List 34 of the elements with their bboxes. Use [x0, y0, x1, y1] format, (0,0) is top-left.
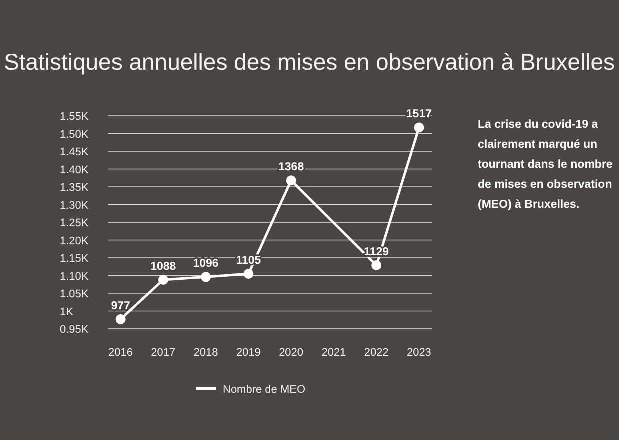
- y-tick-label: 1K: [60, 306, 74, 318]
- chart-title: Statistiques annuelles des mises en observation à Bruxelles: [4, 49, 616, 75]
- y-tick-label: 1.05K: [60, 288, 90, 300]
- x-tick-label: 2022: [364, 347, 389, 359]
- point: [372, 260, 382, 270]
- point: [158, 275, 168, 286]
- data-label: 1096: [193, 258, 219, 270]
- x-tick-label: 2020: [279, 347, 304, 359]
- data-label: 1088: [150, 261, 177, 274]
- point: [286, 176, 296, 186]
- text: La crise du covid-19 a clairement marqué un tournant dans le nombre de mises en observation (MEO) à Bruxelles.: [478, 119, 613, 211]
- point: [414, 122, 424, 133]
- y-tick-label: 1.40K: [60, 164, 90, 176]
- y-tick-label: 1.10K: [60, 270, 90, 283]
- y-tick-label: 1.35K: [60, 182, 90, 194]
- point: [116, 314, 126, 324]
- x-tick-label: 2019: [236, 347, 261, 359]
- y-tick-label: 1.45K: [60, 146, 90, 158]
- x-tick-label: 2023: [406, 347, 432, 359]
- x-tick-label: 2021: [322, 347, 346, 359]
- point: [201, 272, 212, 282]
- x-tick-label: 2016: [108, 347, 134, 359]
- y-tick-label: 1.50K: [60, 128, 90, 141]
- y-tick-label: 1.25K: [60, 218, 90, 230]
- y-tick-label: 1.15K: [60, 253, 90, 265]
- y-tick-label: 1.20K: [60, 235, 90, 248]
- x-tick-label: 2017: [151, 347, 176, 359]
- y-tick-label: 0.95K: [60, 324, 90, 336]
- y-tick-label: 1.55K: [60, 111, 90, 123]
- point: [244, 268, 254, 279]
- x-tick-label: 2018: [194, 347, 218, 359]
- y-tick-label: 1.30K: [60, 200, 90, 212]
- legend-label: Nombre de MEO: [223, 384, 306, 396]
- data-label: 977: [111, 300, 130, 312]
